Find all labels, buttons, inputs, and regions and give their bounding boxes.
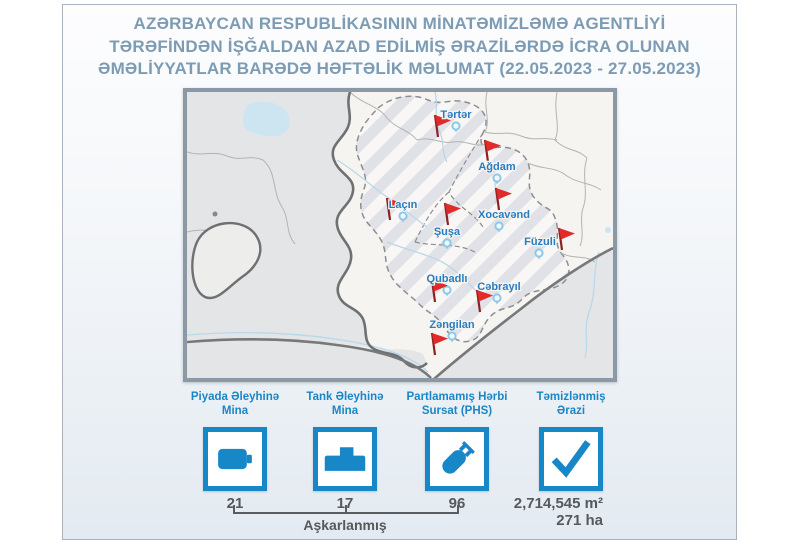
stat-label: Təmizlənmiş Ərazi [536,391,606,417]
small-lake [605,227,611,233]
border-west [331,92,428,369]
map-label-cebrayil: Cəbrayıl [477,281,520,293]
title-line-3: ƏMƏLİYYATLAR BARƏDƏ HƏFTƏLİK MƏLUMAT (22… [98,59,701,79]
title-line-1: AZƏRBAYCAN RESPUBLİKASININ MİNATƏMİZLƏMƏ… [133,14,666,33]
map-region-west [187,92,427,368]
anti-personnel-mine-icon [203,427,267,491]
stat-value: 21 [226,495,244,512]
map-labels: Tərtər Ağdam Laçın Şuşa Xocavənd Füzuli … [387,108,557,333]
stat-label: Tank Əleyhinə Mina [306,391,384,417]
liberated-area-hatch [355,95,570,343]
bracket-caption: Aşkarlanmış [303,517,387,533]
stat-label: Piyada Əleyhinə Mina [190,391,280,417]
bracket-tick-middle [345,505,347,513]
map-canvas: Tərtər Ağdam Laçın Şuşa Xocavənd Füzuli … [187,92,613,378]
map-label-tartar: Tərtər [440,109,472,121]
liberated-territories-map: Tərtər Ağdam Laçın Şuşa Xocavənd Füzuli … [183,88,617,382]
lake [242,101,290,137]
anti-tank-mine-icon [313,427,377,491]
cleared-area-m2: 2,714,545 m² [513,495,603,512]
checkmark-icon [539,427,603,491]
stat-cleared-area: Təmizlənmiş Ərazi [496,391,646,491]
bracket-line [233,512,459,514]
cleared-area-values: 2,714,545 m² 271 ha [463,495,603,530]
map-label-xocavend: Xocavənd [478,209,530,221]
bracket-tick-right [457,505,459,513]
border-south [187,246,613,378]
page-title: AZƏRBAYCAN RESPUBLİKASININ MİNATƏMİZLƏMƏ… [63,13,736,81]
content-panel: AZƏRBAYCAN RESPUBLİKASININ MİNATƏMİZLƏMƏ… [62,4,737,540]
map-region-south [187,248,613,378]
stat-value: 17 [336,495,354,512]
dashed-subdivisions [414,132,484,253]
map-label-agdam: Ağdam [478,161,516,173]
stat-unexploded-ordnance: Partlamamış Hərbi Sursat (PHS) 96 [382,391,532,512]
map-label-zengilan: Zəngilan [429,319,475,331]
stat-anti-personnel-mine: Piyada Əleyhinə Mina 21 [160,391,310,512]
city-dot [212,211,218,217]
stat-label: Partlamamış Hərbi Sursat (PHS) [406,391,508,417]
map-label-lacin: Laçın [389,199,418,211]
cleared-area-ha: 271 ha [556,512,603,530]
title-line-2: TƏRƏFİNDƏN İŞĞALDAN AZAD EDİLMİŞ ƏRAZİLƏ… [109,36,690,56]
bomb-icon [425,427,489,491]
exclave-region [191,221,262,300]
map-label-susa: Şuşa [434,226,461,238]
map-label-qubadli: Qubadlı [427,273,468,285]
map-label-fuzuli: Füzuli [524,236,556,248]
stat-anti-tank-mine: Tank Əleyhinə Mina 17 [270,391,420,512]
stat-value: 96 [448,495,466,512]
rivers [187,92,600,373]
bracket-tick-left [233,505,235,513]
